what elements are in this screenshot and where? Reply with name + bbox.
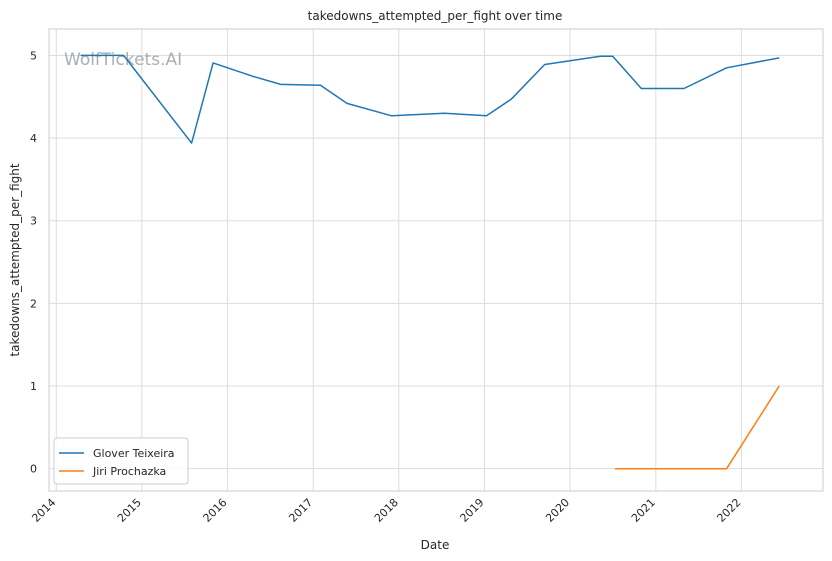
x-tick-label: 2015	[115, 496, 144, 525]
x-tick-label: 2014	[29, 496, 58, 525]
legend-box	[53, 437, 189, 485]
y-tick-label: 2	[30, 297, 37, 310]
x-tick-label: 2017	[286, 496, 315, 525]
chart-title: takedowns_attempted_per_fight over time	[308, 9, 563, 23]
watermark-text: WolfTickets.AI	[64, 50, 182, 70]
y-tick-label: 5	[30, 49, 37, 62]
legend: Glover Teixeira Jiri Prochazka	[53, 437, 189, 485]
x-tick-label: 2018	[372, 496, 401, 525]
x-axis-title: Date	[421, 538, 450, 552]
y-tick-label: 4	[30, 132, 37, 145]
y-axis-title: takedowns_attempted_per_fight	[8, 163, 22, 356]
x-tick-label: 2019	[458, 496, 487, 525]
legend-entries: Glover Teixeira Jiri Prochazka	[59, 447, 175, 478]
x-tick-label: 2020	[543, 496, 572, 525]
y-tick-label: 3	[30, 215, 37, 228]
legend-label: Jiri Prochazka	[92, 465, 166, 478]
series-lines	[80, 54, 780, 470]
y-axis-ticks: 0 1 2 3 4 5	[30, 49, 37, 475]
x-tick-label: 2021	[629, 496, 658, 525]
y-tick-label: 0	[30, 463, 37, 476]
series-line-0	[80, 54, 780, 144]
plot-area-frame	[48, 28, 824, 492]
series-line-1	[615, 385, 780, 470]
legend-label: Glover Teixeira	[93, 447, 175, 460]
grid	[49, 29, 823, 491]
x-tick-label: 2022	[715, 496, 744, 525]
x-tick-label: 2016	[201, 496, 230, 525]
x-axis-ticks: 2014 2015 2016 2017 2018 2019 2020 2021 2022	[29, 496, 743, 525]
y-tick-label: 1	[30, 380, 37, 393]
